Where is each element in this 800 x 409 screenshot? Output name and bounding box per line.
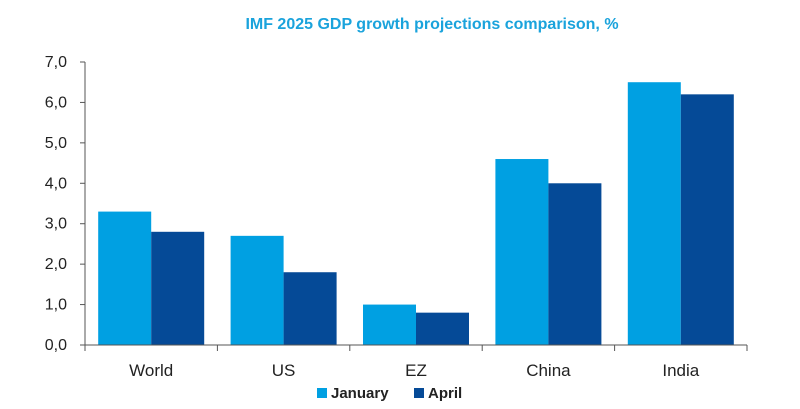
y-tick-label: 5,0	[45, 135, 67, 152]
bar-january-world	[98, 211, 152, 345]
y-tick-label: 3,0	[45, 216, 67, 233]
bars-group	[98, 82, 734, 345]
x-axis: World US EZ China India	[129, 361, 700, 380]
axes	[84, 62, 748, 351]
bar-april-us	[283, 272, 337, 345]
bar-january-ez	[363, 304, 416, 345]
y-tick-label: 7,0	[45, 54, 67, 71]
x-tick-label-china: China	[526, 361, 571, 380]
legend: January April	[317, 385, 462, 402]
bar-january-china	[495, 159, 549, 345]
y-tick-label: 0,0	[45, 337, 67, 354]
bar-april-china	[548, 183, 602, 345]
x-tick-label-us: US	[272, 361, 296, 380]
legend-label-april: April	[428, 385, 462, 402]
legend-swatch-april	[414, 388, 424, 398]
y-tick-label: 1,0	[45, 297, 67, 314]
y-tick-label: 2,0	[45, 256, 67, 273]
bar-april-india	[680, 94, 734, 345]
bar-april-world	[151, 231, 205, 345]
y-tick-label: 6,0	[45, 94, 67, 111]
y-tick-label: 4,0	[45, 175, 67, 192]
bar-january-india	[627, 82, 681, 345]
chart-title: IMF 2025 GDP growth projections comparis…	[245, 16, 618, 33]
bar-april-ez	[416, 312, 469, 345]
legend-label-january: January	[331, 385, 389, 402]
x-tick-label-world: World	[129, 361, 173, 380]
legend-swatch-january	[317, 388, 327, 398]
x-tick-label-india: India	[662, 361, 699, 380]
y-axis: 0,0 1,0 2,0 3,0 4,0 5,0 6,0 7,0	[45, 54, 85, 354]
x-tick-label-ez: EZ	[405, 361, 427, 380]
bar-january-us	[230, 235, 284, 345]
